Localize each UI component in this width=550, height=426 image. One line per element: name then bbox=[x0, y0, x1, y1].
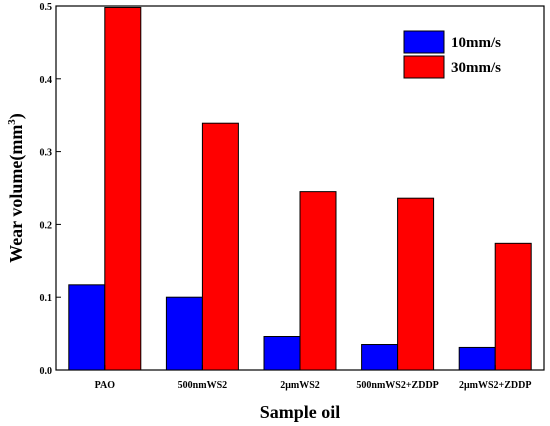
legend-swatch-30mm-s bbox=[403, 55, 445, 79]
x-tick-label-2-mws2: 2μmWS2 bbox=[280, 380, 320, 391]
bar-pao-10mm-s bbox=[68, 284, 106, 371]
x-tick-label-500nmws2-zddp: 500nmWS2+ZDDP bbox=[356, 380, 438, 391]
y-tick-label: 0.0 bbox=[40, 366, 53, 377]
x-axis-ticks: PAO 500nmWS2 2μmWS2 500nmWS2+ZDDP 2μmWS2+ZDD… bbox=[95, 365, 531, 391]
x-tick-label-500nmws2: 500nmWS2 bbox=[178, 380, 227, 391]
legend: 10mm/s 30mm/s bbox=[403, 30, 501, 79]
bar-2-mws2-30mm-s bbox=[299, 191, 337, 371]
legend-label-10mm-s: 10mm/s bbox=[451, 35, 501, 51]
x-tick-label-2-mws2-zddp: 2μmWS2+ZDDP bbox=[459, 380, 531, 391]
y-tick-label: 0.5 bbox=[40, 2, 53, 13]
y-axis-ticks: 0.0 0.1 0.2 0.3 0.4 0.5 bbox=[40, 2, 61, 377]
bar-2-mws2-zddp-30mm-s bbox=[494, 242, 532, 371]
x-axis-title: Sample oil bbox=[260, 402, 341, 422]
y-tick-label: 0.2 bbox=[40, 220, 53, 231]
bar-500nmws2-10mm-s bbox=[165, 296, 203, 371]
legend-swatch-10mm-s bbox=[403, 30, 445, 54]
bars bbox=[68, 6, 532, 371]
bar-500nmws2-zddp-30mm-s bbox=[397, 197, 435, 371]
bar-2-mws2-zddp-10mm-s bbox=[458, 346, 496, 371]
y-axis-title-close: ) bbox=[6, 113, 27, 119]
y-tick-label: 0.1 bbox=[40, 293, 53, 304]
bar-500nmws2-zddp-10mm-s bbox=[361, 344, 399, 371]
bar-2-mws2-10mm-s bbox=[263, 336, 301, 371]
legend-label-30mm-s: 30mm/s bbox=[451, 60, 501, 76]
bar-pao-30mm-s bbox=[104, 6, 142, 371]
y-axis-title: Wear volume(mm3) bbox=[6, 113, 27, 263]
plot-area: 0.0 0.1 0.2 0.3 0.4 0.5 PAO 500nmWS2 2μmWS2 500n… bbox=[40, 2, 545, 391]
x-tick-label-pao: PAO bbox=[95, 380, 116, 391]
y-tick-label: 0.3 bbox=[40, 148, 53, 159]
y-axis-title-superscript: 3 bbox=[6, 119, 18, 125]
bar-500nmws2-30mm-s bbox=[201, 122, 239, 371]
y-tick-label: 0.4 bbox=[40, 75, 53, 86]
y-axis-title-main: Wear volume(mm bbox=[6, 125, 27, 263]
